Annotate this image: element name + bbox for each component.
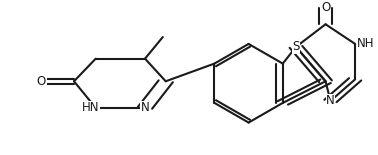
Text: O: O bbox=[321, 1, 330, 14]
Text: NH: NH bbox=[357, 37, 375, 50]
Text: S: S bbox=[292, 40, 300, 53]
Text: HN: HN bbox=[82, 101, 99, 114]
Text: N: N bbox=[326, 94, 335, 107]
Text: N: N bbox=[141, 101, 149, 114]
Text: O: O bbox=[37, 75, 46, 88]
